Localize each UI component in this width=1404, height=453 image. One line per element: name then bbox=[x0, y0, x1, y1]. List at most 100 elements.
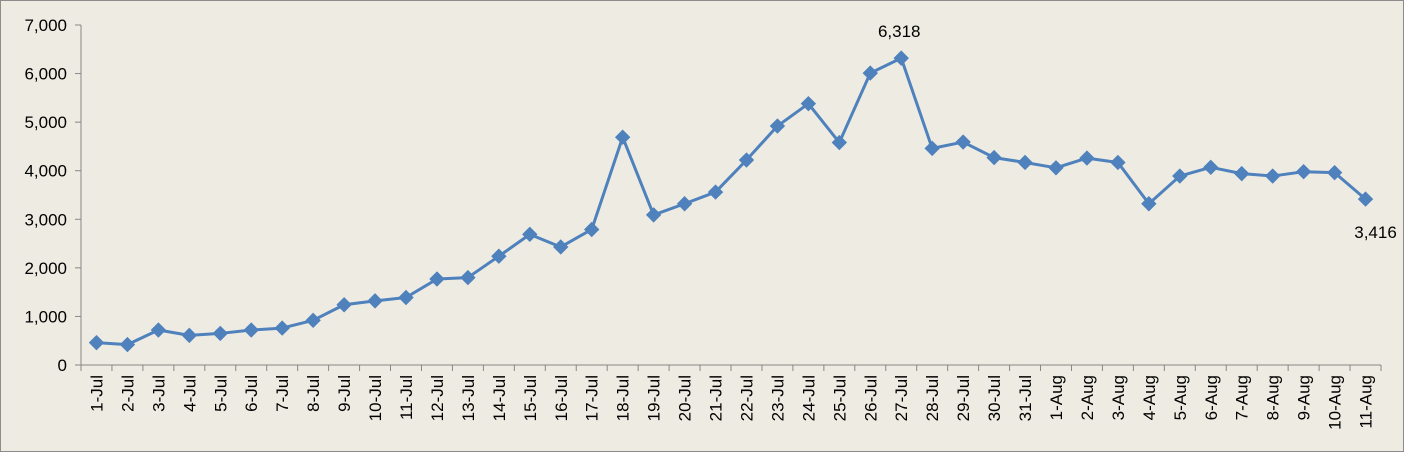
data-point bbox=[305, 312, 321, 329]
data-point bbox=[119, 336, 136, 353]
x-tick-label: 11-Jul bbox=[397, 375, 416, 420]
data-point bbox=[88, 334, 105, 351]
x-tick-label: 19-Jul bbox=[645, 375, 664, 421]
data-label: 3,416 bbox=[1354, 223, 1397, 242]
x-tick-label: 7-Jul bbox=[273, 375, 292, 412]
data-point bbox=[1357, 191, 1374, 207]
data-point bbox=[986, 149, 1002, 166]
x-tick-label: 31-Jul bbox=[1016, 375, 1035, 421]
data-point bbox=[893, 50, 909, 66]
x-tick-label: 11-Aug bbox=[1357, 375, 1376, 429]
x-tick-label: 8-Jul bbox=[304, 375, 323, 412]
x-tick-label: 6-Aug bbox=[1202, 375, 1221, 420]
y-tick-label: 1,000 bbox=[24, 307, 67, 326]
data-point bbox=[1141, 196, 1157, 212]
x-tick-label: 30-Jul bbox=[985, 375, 1004, 421]
data-point bbox=[367, 293, 383, 309]
data-point bbox=[1203, 159, 1219, 176]
x-tick-label: 29-Jul bbox=[954, 375, 973, 421]
x-tick-label: 12-Jul bbox=[428, 375, 447, 421]
x-tick-label: 3-Aug bbox=[1109, 375, 1128, 420]
data-point bbox=[584, 221, 600, 238]
x-tick-label: 17-Jul bbox=[583, 375, 602, 421]
data-point bbox=[1110, 154, 1126, 171]
y-tick-label: 4,000 bbox=[24, 162, 67, 181]
x-tick-label: 1-Jul bbox=[87, 375, 106, 412]
x-tick-label: 13-Jul bbox=[459, 375, 478, 421]
x-tick-label: 7-Aug bbox=[1233, 375, 1252, 420]
data-point bbox=[1264, 168, 1281, 184]
x-tick-label: 2-Aug bbox=[1078, 375, 1097, 420]
x-tick-label: 1-Aug bbox=[1047, 375, 1066, 420]
x-tick-label: 16-Jul bbox=[552, 375, 571, 421]
data-point bbox=[1048, 160, 1064, 176]
x-tick-label: 10-Aug bbox=[1326, 375, 1345, 430]
data-point bbox=[676, 196, 693, 212]
x-tick-label: 20-Jul bbox=[676, 375, 695, 421]
data-point bbox=[1017, 154, 1033, 171]
x-tick-label: 22-Jul bbox=[737, 375, 756, 421]
x-tick-label: 8-Aug bbox=[1264, 375, 1283, 420]
data-point bbox=[614, 129, 631, 145]
data-point bbox=[769, 118, 786, 134]
data-point bbox=[645, 207, 662, 223]
data-point bbox=[212, 325, 228, 342]
data-point bbox=[707, 184, 724, 200]
data-point bbox=[181, 327, 198, 344]
data-point bbox=[274, 320, 290, 336]
data-point bbox=[1234, 165, 1250, 182]
data-point bbox=[398, 289, 414, 306]
data-point bbox=[243, 322, 259, 338]
data-point bbox=[800, 95, 817, 112]
x-tick-label: 18-Jul bbox=[614, 375, 633, 421]
y-tick-label: 0 bbox=[58, 356, 67, 375]
y-tick-label: 2,000 bbox=[24, 259, 67, 278]
data-labels: 6,318 3,416 bbox=[878, 22, 1397, 242]
x-tick-label: 27-Jul bbox=[892, 375, 911, 421]
data-point bbox=[491, 248, 507, 264]
x-tick-label: 15-Jul bbox=[521, 375, 540, 421]
data-point bbox=[460, 269, 476, 286]
data-point bbox=[1326, 164, 1343, 181]
data-point bbox=[831, 134, 848, 151]
data-label: 6,318 bbox=[878, 22, 921, 41]
y-tick-label: 5,000 bbox=[24, 113, 67, 132]
x-tick-label: 26-Jul bbox=[861, 375, 880, 421]
data-point bbox=[862, 65, 878, 81]
x-tick-label: 14-Jul bbox=[490, 375, 509, 421]
data-point bbox=[150, 322, 167, 338]
y-axis: 0 1,000 2,000 3,000 4,000 5,000 6,000 7,000 bbox=[24, 16, 82, 375]
x-tick-label: 9-Jul bbox=[335, 375, 354, 412]
x-tick-label: 2-Jul bbox=[118, 375, 137, 412]
data-point bbox=[522, 226, 538, 243]
data-point bbox=[955, 134, 971, 150]
x-tick-label: 10-Jul bbox=[366, 375, 385, 421]
x-tick-label: 9-Aug bbox=[1295, 375, 1314, 420]
data-point bbox=[336, 297, 352, 313]
x-tick-label: 5-Aug bbox=[1171, 375, 1190, 420]
data-point bbox=[1079, 150, 1095, 166]
data-point bbox=[553, 239, 569, 255]
x-tick-label: 4-Aug bbox=[1140, 375, 1159, 420]
x-tick-label: 6-Jul bbox=[242, 375, 261, 412]
y-tick-label: 7,000 bbox=[24, 16, 67, 35]
y-tick-label: 3,000 bbox=[24, 210, 67, 229]
x-tick-label: 28-Jul bbox=[923, 375, 942, 421]
data-point bbox=[738, 152, 755, 168]
x-tick-label: 25-Jul bbox=[830, 375, 849, 421]
series-1 bbox=[88, 50, 1374, 353]
series-line bbox=[96, 56, 1367, 347]
x-tick-label: 4-Jul bbox=[180, 375, 199, 412]
data-point bbox=[429, 271, 445, 287]
data-point bbox=[924, 140, 940, 157]
y-tick-label: 6,000 bbox=[24, 65, 67, 84]
x-tick-label: 5-Jul bbox=[211, 375, 230, 412]
data-point bbox=[1172, 168, 1188, 184]
x-tick-label: 24-Jul bbox=[799, 375, 818, 421]
data-point bbox=[1295, 163, 1312, 180]
x-tick-label: 23-Jul bbox=[768, 375, 787, 421]
x-tick-label: 21-Jul bbox=[707, 375, 726, 421]
x-axis: 1-Jul 2-Jul 3-Jul 4-Jul 5-Jul 6-Jul 7-Jul 8-Jul… bbox=[80, 364, 1382, 430]
